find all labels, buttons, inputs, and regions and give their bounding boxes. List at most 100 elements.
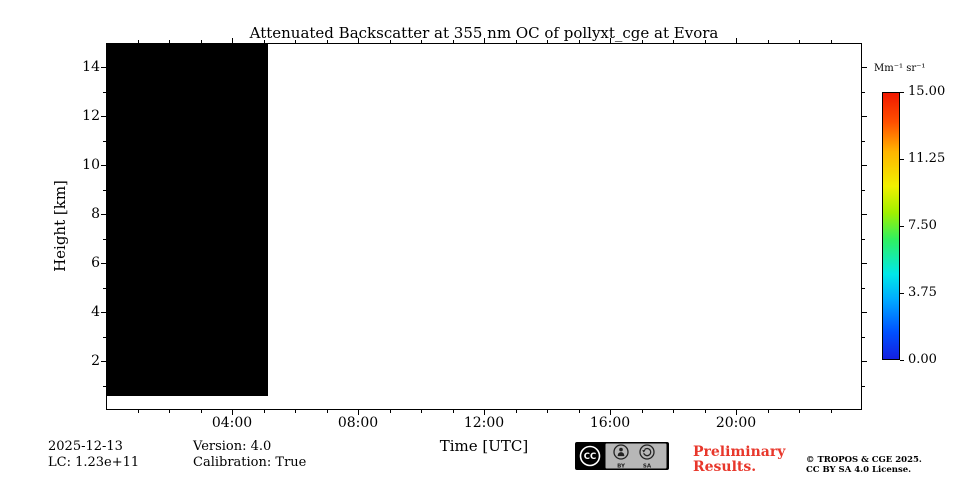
- cc-logo-circle: [579, 445, 601, 467]
- tick-mark: [101, 263, 106, 264]
- copyright-line1: © TROPOS & CGE 2025.: [806, 455, 922, 465]
- sa-icon-circle: [639, 444, 655, 460]
- tick-mark: [799, 410, 800, 413]
- tick-mark: [862, 214, 867, 215]
- tick-mark: [390, 40, 391, 43]
- tick-mark: [736, 38, 737, 43]
- sa-arrow-arc: [643, 447, 652, 457]
- tick-mark: [101, 116, 106, 117]
- tick-mark: [295, 40, 296, 43]
- y-tick-label: 8: [91, 206, 100, 222]
- tick-mark: [610, 38, 611, 43]
- by-person-icon: [613, 444, 629, 460]
- colorbar: [882, 92, 900, 360]
- x-tick-label: 08:00: [337, 415, 379, 431]
- y-tick-label: 14: [82, 59, 100, 75]
- tick-mark: [103, 386, 106, 387]
- tick-mark: [453, 410, 454, 413]
- tick-mark: [516, 410, 517, 413]
- tick-mark: [484, 410, 485, 415]
- tick-mark: [768, 410, 769, 413]
- tick-mark: [799, 40, 800, 43]
- tick-mark: [673, 40, 674, 43]
- colorbar-tick-label: 11.25: [908, 151, 946, 166]
- tick-mark: [264, 410, 265, 413]
- tick-mark: [201, 410, 202, 413]
- tick-mark: [900, 226, 904, 227]
- preliminary-line1: Preliminary: [693, 444, 786, 460]
- tick-mark: [358, 38, 359, 43]
- colorbar-unit-label: Mm⁻¹ sr⁻¹: [874, 63, 926, 74]
- by-person-head: [619, 447, 623, 452]
- tick-mark: [862, 67, 867, 68]
- calibration-text: Calibration: True: [193, 455, 307, 470]
- tick-mark: [327, 40, 328, 43]
- tick-mark: [862, 116, 867, 117]
- tick-mark: [103, 288, 106, 289]
- sa-label: SA: [643, 464, 652, 470]
- y-tick-label: 10: [82, 157, 100, 173]
- tick-mark: [862, 141, 865, 142]
- tick-mark: [768, 40, 769, 43]
- tick-mark: [862, 288, 865, 289]
- cc-by-sa-badge: CC BY SA: [575, 442, 669, 470]
- tick-mark: [169, 410, 170, 413]
- tick-mark: [831, 410, 832, 413]
- x-tick-label: 16:00: [589, 415, 631, 431]
- y-tick-label: 12: [82, 108, 100, 124]
- copyright-note: © TROPOS & CGE 2025. CC BY SA 4.0 Licens…: [806, 455, 922, 475]
- tick-mark: [862, 386, 865, 387]
- tick-mark: [862, 263, 867, 264]
- tick-mark: [642, 410, 643, 413]
- tick-mark: [169, 40, 170, 43]
- tick-mark: [900, 360, 904, 361]
- tick-mark: [232, 410, 233, 415]
- version-text: Version: 4.0: [193, 439, 272, 454]
- tick-mark: [579, 40, 580, 43]
- tick-mark: [101, 165, 106, 166]
- tick-mark: [103, 92, 106, 93]
- preliminary-line2: Results.: [693, 459, 757, 475]
- colorbar-tick-label: 3.75: [908, 285, 937, 300]
- tick-mark: [547, 410, 548, 413]
- tick-mark: [101, 312, 106, 313]
- tick-mark: [862, 92, 865, 93]
- x-tick-label: 04:00: [211, 415, 253, 431]
- cc-logo-text: CC: [584, 452, 596, 462]
- tick-mark: [484, 38, 485, 43]
- tick-mark: [101, 361, 106, 362]
- tick-mark: [103, 190, 106, 191]
- tick-mark: [900, 92, 904, 93]
- tick-mark: [862, 239, 865, 240]
- colorbar-tick-label: 0.00: [908, 352, 937, 367]
- tick-mark: [295, 410, 296, 413]
- tick-mark: [264, 40, 265, 43]
- tick-mark: [390, 410, 391, 413]
- tick-mark: [103, 141, 106, 142]
- tick-mark: [862, 361, 867, 362]
- copyright-line2: CC BY SA 4.0 License.: [806, 465, 912, 475]
- tick-mark: [327, 410, 328, 413]
- preliminary-results-note: Preliminary Results.: [693, 445, 785, 475]
- sa-arrow-head: [642, 449, 646, 453]
- tick-mark: [900, 159, 904, 160]
- tick-mark: [705, 410, 706, 413]
- tick-mark: [421, 410, 422, 413]
- tick-mark: [831, 40, 832, 43]
- y-tick-label: 6: [91, 255, 100, 271]
- chart-title: Attenuated Backscatter at 355 nm OC of p…: [249, 24, 719, 42]
- tick-mark: [736, 410, 737, 415]
- tick-mark: [610, 410, 611, 415]
- x-axis-label: Time [UTC]: [439, 437, 529, 455]
- tick-mark: [547, 40, 548, 43]
- y-tick-label: 4: [91, 304, 100, 320]
- colorbar-tick-label: 15.00: [908, 84, 946, 99]
- y-tick-label: 2: [91, 353, 100, 369]
- measurement-date: 2025-12-13: [48, 439, 123, 454]
- tick-mark: [900, 293, 904, 294]
- tick-mark: [862, 190, 865, 191]
- tick-mark: [101, 214, 106, 215]
- tick-mark: [201, 40, 202, 43]
- tick-mark: [862, 312, 867, 313]
